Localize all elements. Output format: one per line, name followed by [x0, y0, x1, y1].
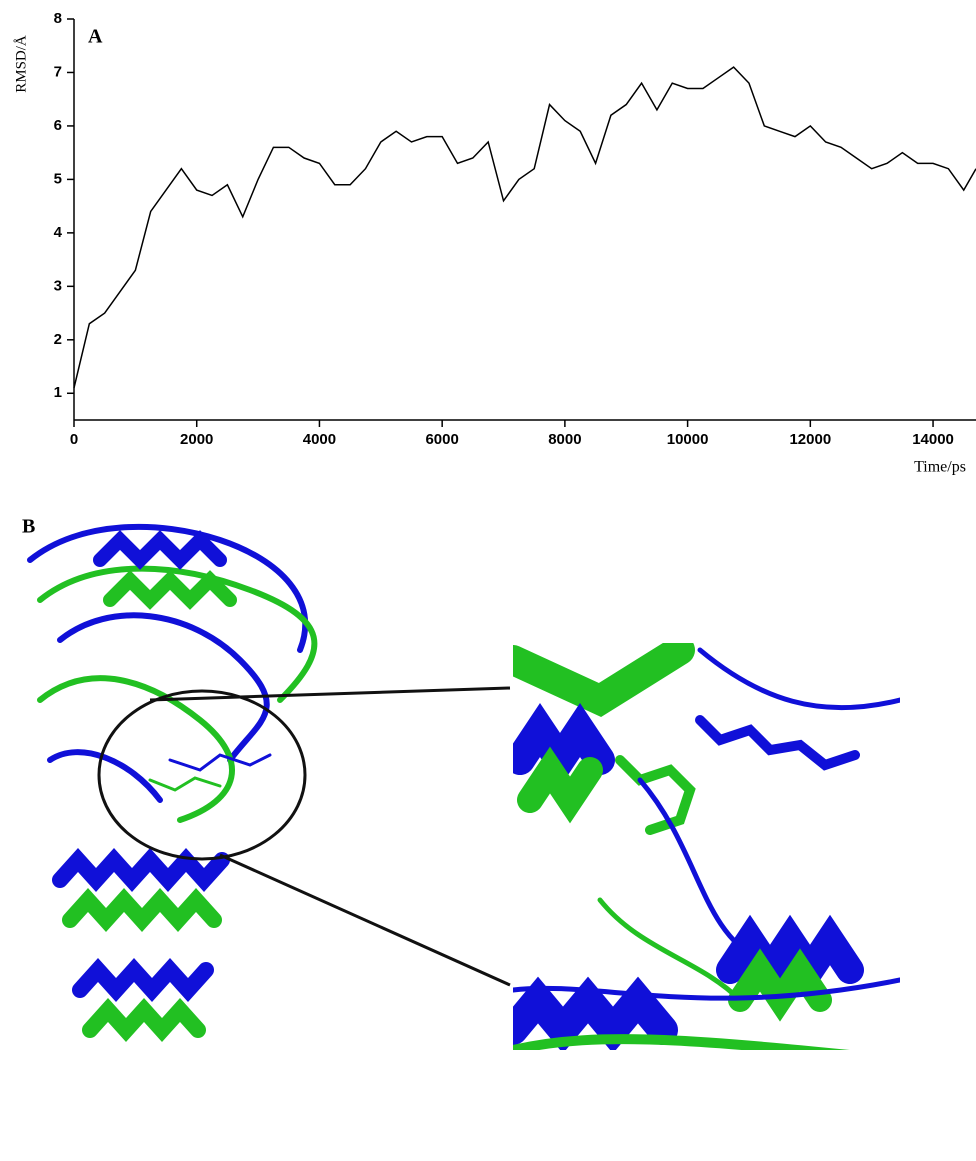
- x-tick-label: 4000: [303, 431, 336, 448]
- panel-label: A: [88, 26, 103, 48]
- y-tick-label: 7: [54, 63, 62, 80]
- y-tick-label: 1: [54, 384, 62, 401]
- axes: 1 2 3 4 5 6 7 8 0 2000 4000 6000 8000 10000 12000 14000: [54, 10, 976, 448]
- zoom-ellipse: [99, 691, 305, 859]
- protein-overview: [30, 527, 314, 1030]
- x-tick-label: 14000: [912, 431, 954, 448]
- data-line: [74, 67, 976, 388]
- x-tick-label: 10000: [667, 431, 709, 448]
- x-tick-label: 2000: [180, 431, 213, 448]
- x-tick-label: 0: [70, 431, 78, 448]
- y-tick-label: 2: [54, 331, 62, 348]
- x-axis-label: Time/ps: [914, 459, 966, 476]
- y-tick-label: 4: [54, 224, 63, 241]
- x-tick-label: 12000: [789, 431, 831, 448]
- y-tick-label: 3: [54, 277, 62, 294]
- protein-zoom: [513, 643, 900, 1060]
- y-tick-label: 5: [54, 170, 62, 187]
- zoom-line: [220, 855, 510, 985]
- x-tick-label: 6000: [425, 431, 458, 448]
- figure: A B RMSD/Å Time/ps 1 2 3 4 5 6 7 8 0 2000 4000 6000…: [0, 0, 976, 1161]
- y-axis-label: RMSD/Å: [13, 35, 29, 93]
- panel-label: B: [22, 516, 35, 538]
- y-tick-label: 8: [54, 10, 62, 27]
- x-tick-label: 8000: [548, 431, 581, 448]
- y-tick-label: 6: [54, 117, 62, 134]
